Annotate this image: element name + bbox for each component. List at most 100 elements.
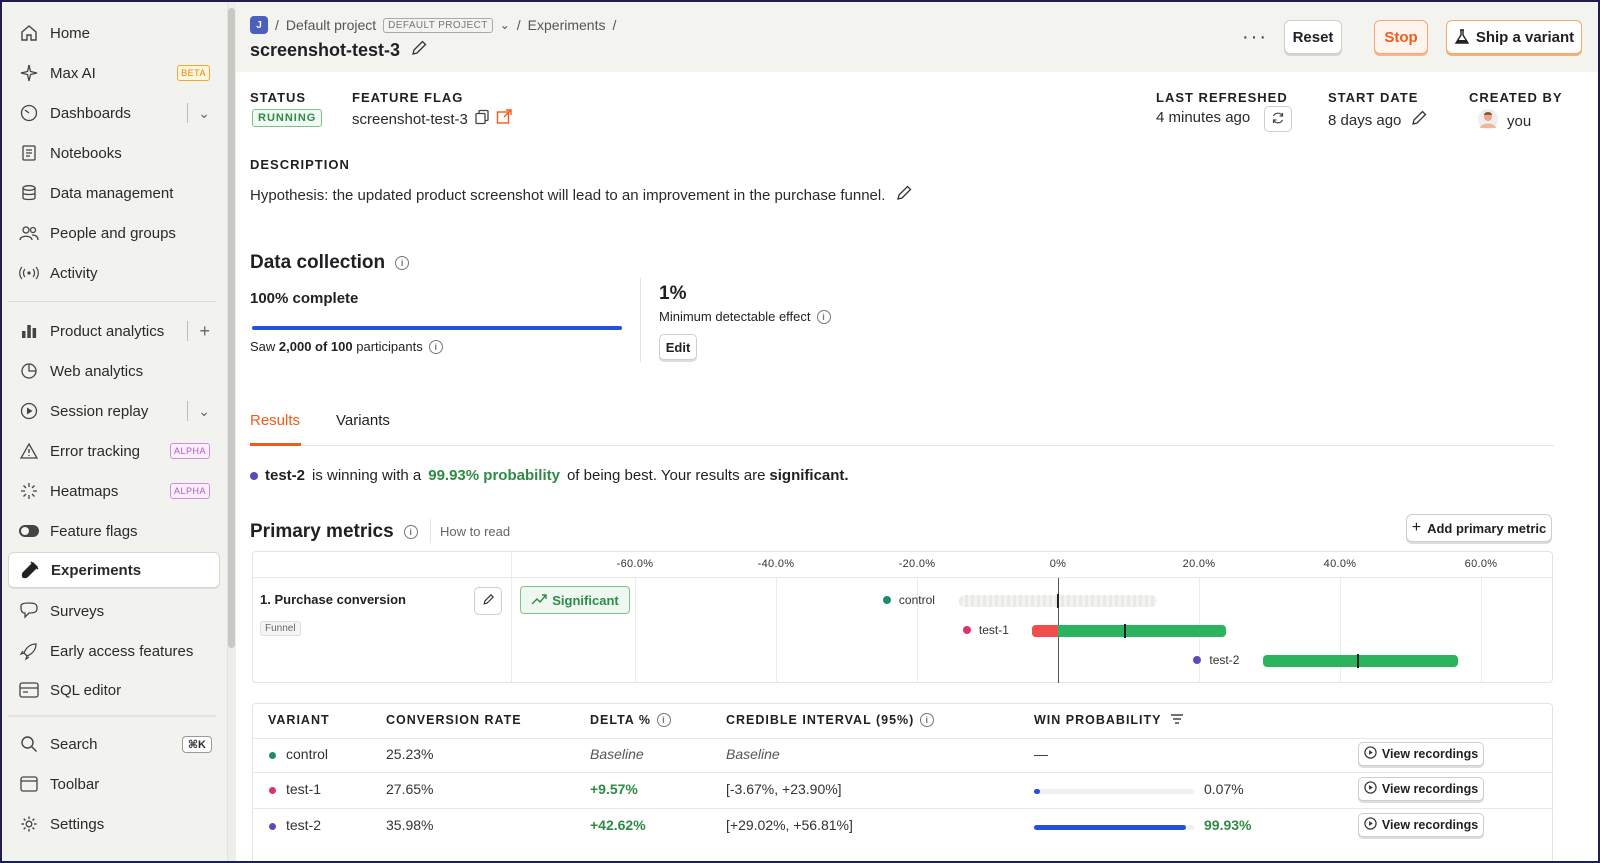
gridline — [776, 578, 777, 683]
tab-results[interactable]: Results — [250, 412, 301, 429]
column-header-delta: DELTA % i — [590, 713, 671, 727]
tab-variants[interactable]: Variants — [336, 412, 390, 429]
sidebar-item-people[interactable]: People and groups — [8, 215, 220, 251]
info-icon[interactable]: i — [816, 309, 831, 324]
sidebar-item-session-replay[interactable]: Session replay ⌄ — [8, 393, 220, 429]
add-primary-metric-label: Add primary metric — [1427, 520, 1547, 536]
sidebar-item-label: Home — [50, 24, 91, 42]
refresh-button[interactable] — [1264, 106, 1292, 132]
sidebar-item-product-analytics[interactable]: Product analytics + — [8, 313, 220, 349]
sidebar-item-experiments[interactable]: Experiments — [8, 552, 220, 588]
gridline — [1340, 578, 1341, 683]
stop-button[interactable]: Stop — [1374, 20, 1428, 54]
feature-flag-key[interactable]: screenshot-test-3 — [352, 110, 468, 128]
sidebar-item-dashboards[interactable]: Dashboards ⌄ — [8, 95, 220, 131]
interval-midpoint — [1057, 594, 1059, 608]
sort-icon[interactable] — [1170, 713, 1184, 727]
divider — [187, 103, 188, 123]
sidebar-item-notebooks[interactable]: Notebooks — [8, 135, 220, 171]
sidebar-item-home[interactable]: Home — [8, 15, 220, 51]
series-dot — [1193, 656, 1202, 664]
external-link-icon[interactable] — [496, 109, 512, 129]
start-date-label: START DATE — [1328, 90, 1419, 105]
feature-flag-label: FEATURE FLAG — [352, 90, 464, 105]
more-menu-button[interactable]: ··· — [1242, 26, 1268, 48]
sidebar-item-feature-flags[interactable]: Feature flags — [8, 513, 220, 549]
status-label: STATUS — [250, 90, 307, 105]
sidebar-item-label: Settings — [50, 815, 105, 833]
plus-icon: + — [1411, 519, 1422, 536]
plus-icon[interactable]: + — [199, 320, 210, 341]
trend-up-icon — [531, 593, 547, 608]
description-text: Hypothesis: the updated product screensh… — [250, 186, 886, 204]
sidebar-item-heatmaps[interactable]: Heatmaps ALPHA — [8, 473, 220, 509]
pencil-icon — [482, 593, 495, 609]
sidebar-item-settings[interactable]: Settings — [8, 806, 220, 842]
results-table — [252, 703, 1553, 861]
sidebar-item-label: Early access features — [50, 642, 194, 660]
sidebar-item-web-analytics[interactable]: Web analytics — [8, 353, 220, 389]
how-to-read-link[interactable]: How to read — [440, 524, 511, 539]
sidebar-item-data-management[interactable]: Data management — [8, 175, 220, 211]
sidebar-item-sql-editor[interactable]: SQL editor — [8, 672, 220, 708]
feature-flag-value: screenshot-test-3 — [352, 109, 512, 129]
view-recordings-button[interactable]: View recordings — [1358, 777, 1484, 801]
series-name: test-2 — [1209, 653, 1240, 667]
completion-text: 100% complete — [250, 290, 359, 307]
delta-value: +9.57% — [590, 781, 638, 797]
axis-tick-label: 20.0% — [1182, 558, 1216, 570]
series-label: test-1 — [962, 623, 1009, 637]
avatar — [1478, 109, 1498, 133]
home-icon — [18, 22, 40, 44]
sidebar-item-label: SQL editor — [50, 681, 122, 699]
shortcut-badge: ⌘K — [181, 735, 212, 753]
delta-value: Baseline — [590, 746, 644, 762]
pencil-icon[interactable] — [895, 184, 913, 206]
sidebar-item-activity[interactable]: Activity — [8, 255, 220, 291]
sidebar-item-max-ai[interactable]: Max AI BETA — [8, 55, 220, 91]
edit-metric-button[interactable] — [474, 587, 502, 615]
breadcrumb-project[interactable]: Default project — [285, 17, 377, 33]
info-icon[interactable]: i — [656, 713, 671, 727]
column-header-win-probability: WIN PROBABILITY — [1034, 713, 1184, 727]
interval-bar-test-2[interactable] — [1262, 655, 1459, 667]
sidebar-item-label: Web analytics — [50, 362, 144, 380]
metric-chart-card: -60.0% -40.0% -20.0% 0% 20.0% 40.0% 60.0% contr… — [252, 551, 1553, 683]
add-primary-metric-button[interactable]: + Add primary metric — [1406, 514, 1552, 542]
sidebar-scrollbar-thumb[interactable] — [228, 8, 235, 648]
start-date: 8 days ago — [1328, 109, 1428, 131]
pencil-icon[interactable] — [1410, 109, 1428, 131]
sidebar-item-label: Search — [50, 735, 98, 753]
view-recordings-button[interactable]: View recordings — [1358, 742, 1484, 766]
project-avatar[interactable]: J — [250, 16, 268, 34]
credible-interval: [+29.02%, +56.81%] — [726, 817, 853, 833]
info-icon[interactable]: i — [395, 256, 410, 270]
sidebar-item-error-tracking[interactable]: Error tracking ALPHA — [8, 433, 220, 469]
sidebar-item-label: Toolbar — [50, 775, 100, 793]
credible-interval: Baseline — [726, 746, 780, 762]
active-tab-indicator — [250, 443, 301, 446]
sidebar-item-label: Error tracking — [50, 442, 141, 460]
sidebar-item-early-access[interactable]: Early access features — [8, 633, 220, 669]
pencil-icon[interactable] — [410, 39, 428, 62]
reset-button[interactable]: Reset — [1284, 20, 1342, 54]
sidebar-item-label: Surveys — [50, 602, 105, 620]
copy-icon[interactable] — [474, 109, 490, 129]
interval-bar-test-1[interactable] — [1032, 625, 1227, 637]
chevron-down-icon[interactable]: ⌄ — [198, 402, 210, 419]
info-icon[interactable]: i — [403, 525, 418, 539]
chevron-down-icon[interactable]: ⌄ — [499, 18, 510, 32]
sidebar-item-search[interactable]: Search ⌘K — [8, 726, 220, 762]
chevron-down-icon[interactable]: ⌄ — [198, 104, 210, 121]
sidebar-item-toolbar[interactable]: Toolbar — [8, 766, 220, 802]
sidebar-item-surveys[interactable]: Surveys — [8, 593, 220, 629]
edit-mde-button[interactable]: Edit — [659, 334, 697, 360]
breadcrumb-experiments[interactable]: Experiments — [527, 17, 606, 33]
ship-variant-button[interactable]: Ship a variant — [1446, 20, 1582, 54]
info-icon[interactable]: i — [428, 339, 443, 354]
created-by-value: you — [1507, 112, 1532, 130]
info-icon[interactable]: i — [920, 713, 935, 727]
row-divider — [252, 772, 1553, 773]
row-divider — [252, 738, 1553, 739]
view-recordings-button[interactable]: View recordings — [1358, 813, 1484, 837]
